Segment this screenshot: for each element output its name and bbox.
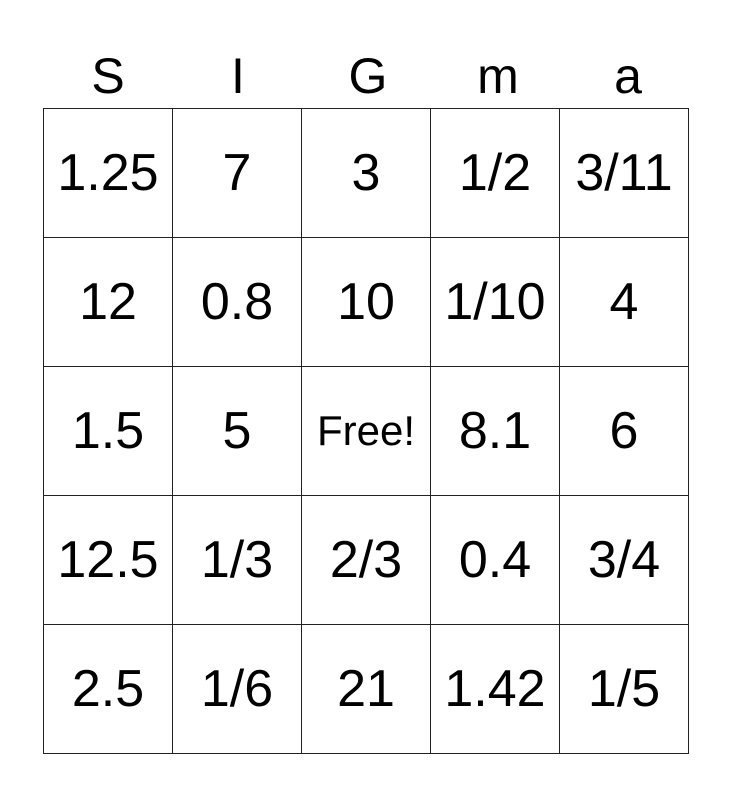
bingo-cell[interactable]: 1/5 bbox=[559, 624, 689, 754]
bingo-cell[interactable]: 12.5 bbox=[43, 495, 173, 625]
grid-row: 2.5 1/6 21 1.42 1/5 bbox=[43, 624, 689, 754]
bingo-cell[interactable]: 1/10 bbox=[430, 237, 560, 367]
header-letter: G bbox=[348, 48, 388, 104]
header-letter: S bbox=[91, 48, 125, 104]
bingo-cell[interactable]: 8.1 bbox=[430, 366, 560, 496]
bingo-cell[interactable]: 4 bbox=[559, 237, 689, 367]
bingo-cell[interactable]: 0.8 bbox=[172, 237, 302, 367]
bingo-cell[interactable]: 1.42 bbox=[430, 624, 560, 754]
grid-row: 12.5 1/3 2/3 0.4 3/4 bbox=[43, 495, 689, 625]
bingo-cell[interactable]: 1.25 bbox=[43, 108, 173, 238]
bingo-cell[interactable]: 6 bbox=[559, 366, 689, 496]
header-letter: m bbox=[477, 48, 519, 104]
bingo-cell[interactable]: 1/6 bbox=[172, 624, 302, 754]
bingo-cell[interactable]: 21 bbox=[301, 624, 431, 754]
bingo-cell[interactable]: 0.4 bbox=[430, 495, 560, 625]
bingo-cell[interactable]: 3/11 bbox=[559, 108, 689, 238]
bingo-cell[interactable]: 7 bbox=[172, 108, 302, 238]
bingo-cell[interactable]: 2/3 bbox=[301, 495, 431, 625]
bingo-cell[interactable]: 3 bbox=[301, 108, 431, 238]
header-letter: a bbox=[614, 48, 642, 104]
free-cell[interactable]: Free! bbox=[301, 366, 431, 496]
grid-row: 1.25 7 3 1/2 3/11 bbox=[43, 108, 689, 238]
bingo-grid: 1.25 7 3 1/2 3/11 12 0.8 10 1/10 4 1.5 5 Free! 8.1 6 12… bbox=[43, 108, 689, 754]
grid-row: 1.5 5 Free! 8.1 6 bbox=[43, 366, 689, 496]
bingo-cell[interactable]: 2.5 bbox=[43, 624, 173, 754]
bingo-cell[interactable]: 1.5 bbox=[43, 366, 173, 496]
bingo-header: S I G m a bbox=[43, 46, 693, 106]
grid-row: 12 0.8 10 1/10 4 bbox=[43, 237, 689, 367]
bingo-cell[interactable]: 10 bbox=[301, 237, 431, 367]
bingo-cell[interactable]: 5 bbox=[172, 366, 302, 496]
bingo-cell[interactable]: 12 bbox=[43, 237, 173, 367]
bingo-cell[interactable]: 1/2 bbox=[430, 108, 560, 238]
bingo-cell[interactable]: 3/4 bbox=[559, 495, 689, 625]
bingo-cell[interactable]: 1/3 bbox=[172, 495, 302, 625]
header-letter: I bbox=[231, 48, 245, 104]
